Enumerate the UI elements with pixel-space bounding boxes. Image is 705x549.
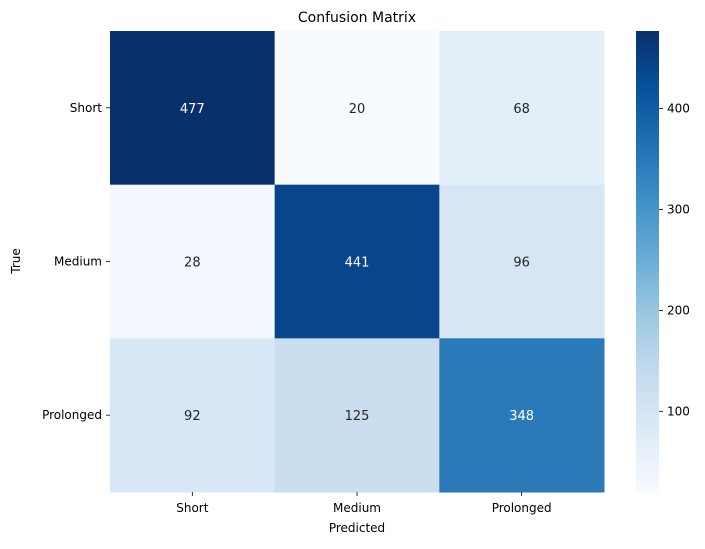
colorbar-tick-label: 300 [667, 203, 690, 217]
x-tick-label: Short [176, 501, 208, 515]
x-tick-label: Prolonged [492, 501, 552, 515]
heatmap-cell [439, 31, 605, 186]
colorbar-tick-label: 400 [667, 102, 690, 116]
cell-value-label: 348 [509, 409, 534, 424]
heatmap-cell [439, 184, 605, 339]
heatmap-cell [110, 184, 276, 339]
cell-value-label: 125 [345, 409, 370, 424]
x-tick-label: Medium [333, 501, 381, 515]
heatmap-cells [110, 31, 605, 493]
cell-value-label: 96 [513, 256, 530, 271]
heatmap-cell [110, 338, 276, 493]
heatmap-cell [439, 338, 605, 493]
chart-title: Confusion Matrix [298, 10, 416, 26]
colorbar-tick-label: 200 [667, 303, 690, 317]
colorbar [636, 31, 659, 492]
heatmap-cell [274, 338, 440, 493]
heatmap-cell [110, 31, 276, 186]
y-axis-ticks: Short Medium Prolonged [42, 101, 110, 422]
x-axis-ticks: Short Medium Prolonged [176, 492, 552, 515]
cell-value-label: 92 [184, 409, 201, 424]
colorbar-tick-label: 100 [667, 404, 690, 418]
heatmap-cell [274, 184, 440, 339]
cell-value-label: 28 [184, 256, 201, 271]
x-axis-label: Predicted [329, 521, 385, 535]
y-tick-label: Medium [54, 255, 102, 269]
colorbar-ticks: 100 200 300 400 [659, 102, 690, 418]
heatmap-cell [274, 31, 440, 186]
cell-value-label: 20 [349, 102, 366, 117]
cell-value-label: 68 [513, 102, 530, 117]
cell-value-label: 441 [345, 256, 370, 271]
y-axis-label: True [9, 248, 23, 275]
heatmap-cell-labels: 477 20 68 28 441 96 92 125 348 [180, 102, 534, 424]
y-tick-label: Short [70, 101, 102, 115]
cell-value-label: 477 [180, 102, 205, 117]
y-tick-label: Prolonged [42, 408, 102, 422]
